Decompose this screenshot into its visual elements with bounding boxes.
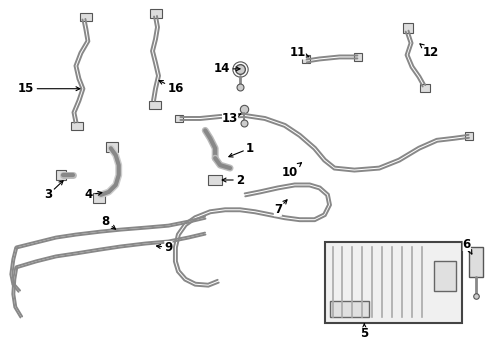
Bar — [324, 242, 462, 323]
Text: 7: 7 — [274, 200, 287, 216]
Bar — [80, 13, 92, 21]
Bar — [149, 9, 163, 18]
Bar — [465, 132, 473, 140]
Bar — [469, 247, 483, 277]
Bar — [208, 175, 222, 185]
Bar — [302, 55, 310, 63]
Bar — [148, 100, 162, 109]
Text: 6: 6 — [463, 238, 472, 254]
Bar — [329, 301, 369, 317]
Bar — [106, 142, 118, 152]
Bar — [93, 193, 105, 203]
Bar — [71, 122, 83, 130]
Text: 13: 13 — [222, 112, 241, 125]
Bar — [56, 170, 66, 180]
Text: 9: 9 — [156, 241, 172, 254]
Bar — [403, 23, 413, 33]
Text: 16: 16 — [159, 81, 184, 95]
Text: 15: 15 — [18, 82, 80, 95]
Text: 4: 4 — [85, 188, 102, 201]
Text: 14: 14 — [214, 62, 240, 75]
Text: 2: 2 — [222, 174, 244, 186]
Text: 10: 10 — [282, 163, 301, 179]
Text: 8: 8 — [101, 215, 116, 229]
Text: 5: 5 — [360, 324, 368, 340]
Text: 3: 3 — [44, 181, 63, 201]
Text: 11: 11 — [290, 46, 309, 59]
Bar — [420, 84, 430, 92]
Bar — [354, 53, 362, 61]
Text: 1: 1 — [229, 142, 254, 157]
Bar — [434, 261, 456, 291]
Text: 12: 12 — [420, 44, 439, 59]
Bar — [175, 114, 183, 122]
